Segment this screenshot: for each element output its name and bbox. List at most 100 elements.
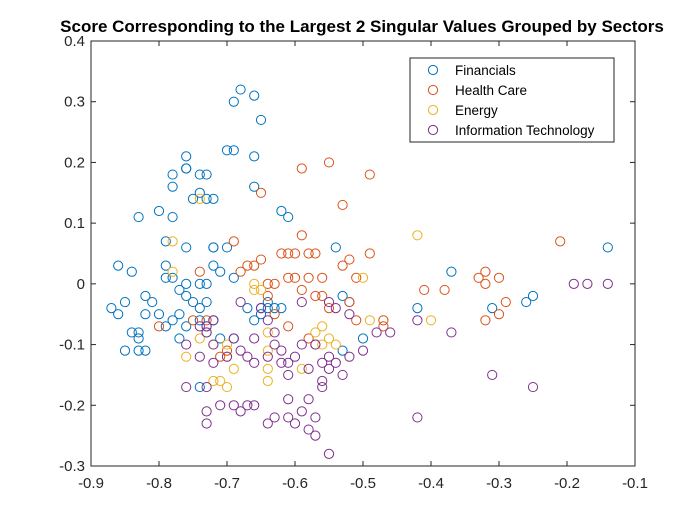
data-point — [242, 400, 253, 411]
data-point — [364, 315, 375, 326]
data-point — [160, 321, 171, 332]
data-point — [555, 236, 566, 247]
legend-entry: Energy — [427, 103, 498, 118]
data-point — [228, 236, 239, 247]
data-point — [323, 296, 335, 308]
data-point — [473, 272, 484, 283]
data-point — [167, 236, 178, 247]
data-point — [425, 315, 437, 326]
data-point — [201, 315, 212, 326]
data-point — [153, 205, 165, 217]
data-point — [412, 303, 423, 314]
data-point — [262, 303, 273, 314]
data-point — [317, 290, 328, 302]
data-point — [283, 211, 294, 223]
data-point — [446, 266, 457, 277]
data-point — [310, 430, 321, 441]
data-point — [249, 284, 260, 296]
data-point — [344, 254, 355, 265]
data-point — [289, 351, 301, 362]
x-tick-label: -0.4 — [418, 475, 444, 492]
data-point — [296, 406, 307, 417]
legend-marker — [427, 84, 439, 96]
data-point — [194, 381, 205, 393]
series-2 — [167, 193, 437, 393]
data-point — [106, 303, 117, 314]
data-point — [194, 315, 205, 326]
data-point — [602, 278, 613, 289]
data-point — [351, 315, 362, 326]
data-point — [174, 284, 185, 296]
data-point — [242, 351, 253, 362]
data-point — [235, 345, 246, 356]
data-point — [412, 230, 423, 241]
data-point — [194, 187, 205, 198]
data-point — [262, 327, 273, 338]
data-point — [174, 309, 185, 320]
data-point — [181, 290, 192, 302]
data-point — [500, 296, 511, 308]
data-point — [296, 296, 307, 308]
data-point — [221, 339, 233, 350]
data-point — [249, 181, 260, 192]
y-tick-label: 0.1 — [64, 215, 85, 232]
data-point — [201, 381, 212, 393]
data-point — [283, 394, 294, 405]
data-point — [296, 163, 307, 174]
data-point — [262, 351, 273, 362]
legend-entry: Financials — [427, 63, 516, 78]
data-point — [249, 90, 260, 101]
data-point — [113, 309, 124, 320]
legend: Financials Health Care Energy Information T… — [409, 57, 615, 143]
data-point — [330, 242, 341, 253]
data-point — [153, 321, 165, 332]
data-point — [493, 272, 505, 283]
data-point — [283, 321, 294, 332]
data-point — [208, 260, 219, 271]
data-point — [221, 345, 233, 356]
data-point — [303, 248, 314, 259]
data-point — [317, 381, 328, 393]
data-point — [364, 248, 375, 259]
x-tick-label: -0.1 — [622, 475, 648, 492]
data-point — [357, 345, 369, 356]
data-point — [249, 278, 260, 289]
legend-marker — [427, 104, 439, 116]
data-point — [133, 333, 144, 344]
data-point — [242, 260, 253, 271]
data-point — [323, 363, 335, 374]
data-point — [215, 266, 226, 277]
data-point — [269, 412, 280, 423]
data-point — [385, 327, 396, 338]
data-point — [221, 242, 233, 253]
data-point — [412, 315, 423, 326]
data-point — [208, 193, 219, 204]
data-point — [269, 303, 280, 314]
data-point — [480, 266, 491, 277]
data-point — [201, 169, 212, 180]
data-point — [187, 315, 199, 326]
x-tick-label: -0.5 — [350, 475, 376, 492]
data-point — [303, 394, 314, 405]
data-point — [303, 363, 314, 374]
y-tick-label: -0.3 — [59, 458, 85, 475]
data-point — [317, 339, 328, 350]
data-point — [296, 339, 307, 350]
x-tick-label: -0.8 — [146, 475, 172, 492]
data-point — [344, 309, 355, 320]
series-3 — [181, 278, 613, 459]
data-point — [276, 357, 287, 368]
data-point — [208, 357, 219, 368]
data-point — [323, 303, 335, 314]
data-point — [378, 321, 389, 332]
data-point — [140, 345, 151, 356]
data-point — [303, 333, 314, 344]
data-point — [289, 418, 301, 429]
legend-entry: Information Technology — [427, 123, 595, 138]
data-point — [133, 327, 144, 338]
data-point — [194, 278, 205, 289]
data-point — [255, 187, 267, 198]
data-point — [310, 339, 321, 350]
y-tick-label: -0.1 — [59, 337, 85, 354]
data-point — [527, 381, 539, 393]
